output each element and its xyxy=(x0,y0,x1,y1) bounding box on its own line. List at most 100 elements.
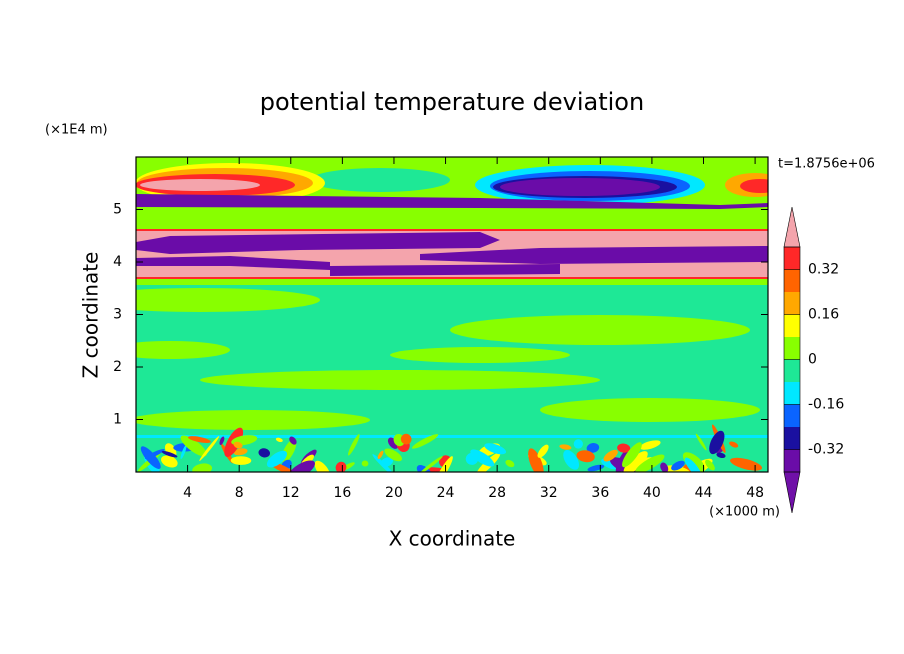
y-axis-label: Z coordinate xyxy=(79,252,103,379)
contour-fill xyxy=(411,434,439,449)
contour-fill xyxy=(275,437,283,443)
x-tick-label: 44 xyxy=(695,485,713,501)
x-tick-label: 16 xyxy=(333,485,351,501)
contour-fill xyxy=(192,463,213,472)
contour-fill xyxy=(199,435,220,461)
contour-fill xyxy=(390,347,570,363)
contour-fill xyxy=(576,450,595,463)
x-tick-label: 48 xyxy=(746,485,764,501)
contour-fill xyxy=(623,451,648,472)
y-unit: (×1E4 m) xyxy=(45,123,108,138)
colorbar-tick-label: -0.32 xyxy=(808,442,844,458)
contour-fill xyxy=(420,246,768,264)
contour-fill xyxy=(639,440,661,450)
colorbar-band xyxy=(784,359,800,382)
contour-fill xyxy=(528,448,544,472)
x-unit: (×1000 m) xyxy=(709,505,780,520)
x-axis-label: X coordinate xyxy=(389,527,516,551)
contour-fill xyxy=(161,450,178,458)
contour-fill xyxy=(470,449,495,467)
contour-fill xyxy=(434,456,453,472)
x-tick-label: 12 xyxy=(282,485,300,501)
contour-fill xyxy=(660,462,669,472)
contour-fill xyxy=(716,452,726,459)
contour-fill xyxy=(729,441,739,448)
contour-fill xyxy=(671,460,685,471)
x-tick-label: 4 xyxy=(183,485,192,501)
colorbar-tick-label: 0 xyxy=(808,352,817,368)
contour-fill xyxy=(233,441,243,449)
contour-fill xyxy=(563,450,580,470)
contour-fill xyxy=(384,448,403,462)
contour-fill xyxy=(187,436,211,443)
contour-fill xyxy=(695,433,707,451)
x-tick-label: 20 xyxy=(385,485,403,501)
contour-fill xyxy=(140,446,161,469)
y-tick-label: 1 xyxy=(113,412,122,428)
contour-fill xyxy=(419,456,443,472)
contour-fill xyxy=(136,232,500,254)
contour-fill xyxy=(684,457,702,472)
contour-fill xyxy=(161,455,178,468)
contour-fill xyxy=(136,288,320,312)
contour-fill xyxy=(709,430,725,455)
y-tick-label: 2 xyxy=(113,359,122,375)
contour-fill xyxy=(266,450,288,468)
x-tick-label: 32 xyxy=(540,485,558,501)
contour-fill xyxy=(500,178,660,196)
contour-fill xyxy=(372,454,395,472)
contour-fill xyxy=(400,433,412,445)
contour-fill xyxy=(682,452,705,472)
contour-fill xyxy=(289,436,297,445)
contour-fill xyxy=(180,435,207,457)
colorbar-band xyxy=(784,427,800,450)
contour-fill xyxy=(310,168,450,192)
contour-fill xyxy=(377,450,384,459)
contour-fill xyxy=(136,341,230,359)
contour-fill xyxy=(603,449,618,462)
y-tick-label: 3 xyxy=(113,307,122,323)
contour-fill xyxy=(361,460,369,467)
colorbar-band xyxy=(784,269,800,292)
x-tick-label: 40 xyxy=(643,485,661,501)
contour-fill xyxy=(136,410,370,430)
contour-fill xyxy=(136,194,768,209)
contour-fill xyxy=(662,465,691,472)
contour-fill xyxy=(288,460,315,472)
contour-fill xyxy=(635,454,665,472)
colorbar-tick-label: 0.16 xyxy=(808,307,839,323)
colorbar-tick-label: 0.32 xyxy=(808,262,839,278)
y-tick-label: 4 xyxy=(113,254,122,270)
contour-fill xyxy=(730,457,763,471)
contour-fill xyxy=(219,436,225,445)
colorbar-band xyxy=(784,314,800,337)
x-tick-label: 24 xyxy=(437,485,455,501)
contour-fill xyxy=(505,459,515,468)
colorbar-band xyxy=(784,382,800,405)
colorbar-band xyxy=(784,449,800,472)
colorbar-band xyxy=(784,247,800,270)
contour-fill xyxy=(540,398,760,422)
contour-fill xyxy=(617,443,631,453)
contour-fill xyxy=(136,435,768,438)
contour-fill xyxy=(586,443,600,453)
contour-fill xyxy=(140,179,260,191)
contour-fill xyxy=(559,444,572,450)
contour-fill xyxy=(705,459,715,471)
x-tick-label: 8 xyxy=(235,485,244,501)
contour-fill xyxy=(230,456,252,465)
contour-fill xyxy=(330,264,560,276)
contour-fill xyxy=(314,460,331,472)
contour-fill xyxy=(136,256,330,270)
contour-fill xyxy=(450,315,750,345)
contour-fill xyxy=(537,444,549,458)
contour-fill xyxy=(622,442,642,468)
colorbar-band xyxy=(784,337,800,360)
contour-fill xyxy=(335,461,347,472)
contour-fill xyxy=(573,439,583,449)
contour-fill xyxy=(180,445,187,459)
colorbar-tick-label: -0.16 xyxy=(808,397,844,413)
x-tick-label: 28 xyxy=(488,485,506,501)
contour-field xyxy=(136,157,768,472)
